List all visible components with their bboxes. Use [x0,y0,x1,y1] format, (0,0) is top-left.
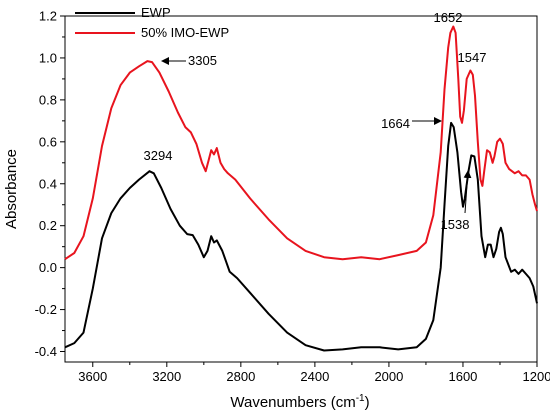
y-tick-label: -0.2 [35,302,57,317]
y-tick-label: 0.2 [39,218,57,233]
y-tick-label: 0.0 [39,260,57,275]
annotation-arrow [463,170,472,214]
y-axis-title: Absorbance [3,149,20,229]
annotation-label: 1664 [381,116,410,131]
annotation-label: 3305 [188,53,217,68]
annotation-label: 1547 [458,50,487,65]
x-axis-title-main: Wavenumbers (cm [230,394,355,411]
x-tick-label: 2400 [300,369,329,384]
annotation-label: 3294 [144,148,173,163]
x-tick-label: 1200 [523,369,550,384]
x-tick-label: 1600 [448,369,477,384]
annotations-layer: 3305 3294 1652 1547 1664 1538 [144,10,487,232]
annotation-label: 1652 [434,10,463,25]
legend-label-imo-ewp: 50% IMO-EWP [141,25,229,40]
x-tick-label: 2000 [374,369,403,384]
series-layer [64,25,538,352]
legend: EWP 50% IMO-EWP [75,5,229,40]
y-tick-label: 0.8 [39,92,57,107]
legend-label-ewp: EWP [141,5,171,20]
y-tick-label: 0.4 [39,176,57,191]
plot-frame [64,15,538,363]
x-tick-label: 3600 [78,369,107,384]
y-tick-label: -0.4 [35,344,57,359]
y-tick-label: 1.2 [39,9,57,24]
x-axis-title-end: ) [365,394,370,411]
annotation-label: 1538 [441,217,470,232]
y-axis: -0.4 -0.2 0.0 0.2 0.4 0.6 0.8 1.0 1.2 [35,9,65,359]
x-tick-label: 3200 [152,369,181,384]
series-line-ewp [64,121,538,352]
x-axis-title: Wavenumbers (cm-1) [230,393,369,411]
x-tick-label: 2800 [226,369,255,384]
y-tick-label: 0.6 [39,134,57,149]
series-line-imo-ewp [64,25,538,261]
x-axis-title-sup: -1 [356,393,365,404]
x-axis: 3600 3200 2800 2400 2000 1600 1200 [78,362,550,384]
y-tick-label: 1.0 [39,50,57,65]
